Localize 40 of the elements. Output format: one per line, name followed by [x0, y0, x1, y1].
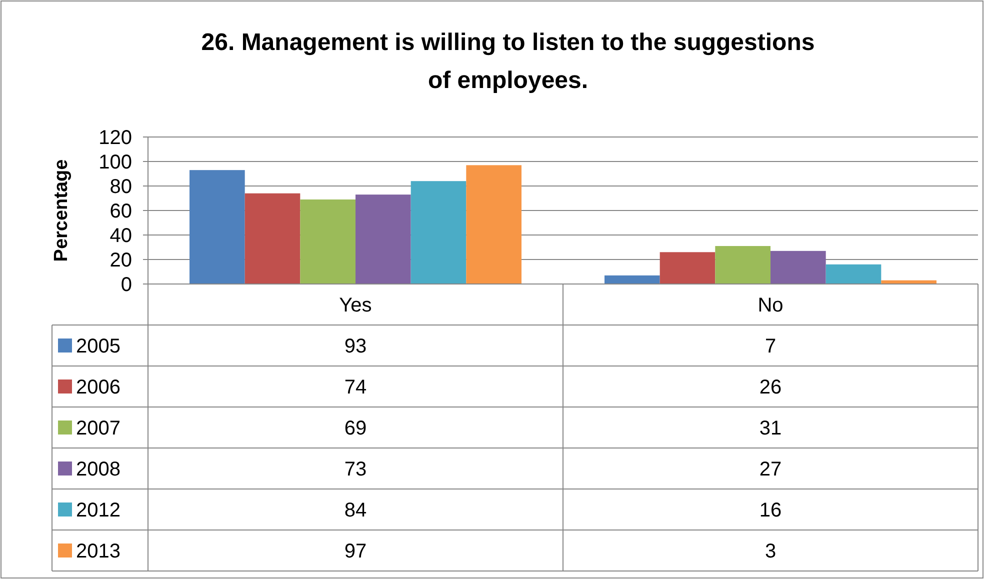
- y-tick-label: 20: [110, 250, 132, 272]
- data-label: 84: [344, 500, 367, 522]
- y-tick-label: 0: [120, 274, 132, 296]
- data-label: 73: [344, 458, 367, 480]
- bar: [466, 165, 522, 284]
- data-label: 26: [759, 376, 782, 398]
- data-label: 93: [344, 336, 367, 358]
- data-label: 74: [344, 376, 367, 398]
- x-tick-label: No: [758, 294, 784, 316]
- y-axis-title: Percentage: [51, 159, 72, 262]
- legend-label: 2006: [76, 376, 120, 398]
- legend-label: 2005: [76, 336, 120, 358]
- bar: [300, 199, 356, 284]
- bar: [660, 252, 716, 284]
- y-tick-label: 100: [98, 152, 132, 174]
- y-tick-label: 80: [110, 176, 132, 198]
- legend-label: 2007: [76, 418, 120, 440]
- bar: [244, 193, 300, 284]
- data-label: 31: [759, 418, 782, 440]
- bar: [770, 250, 826, 284]
- y-tick-label: 40: [110, 225, 132, 247]
- chart-title: 26. Management is willing to listen to the suggestions of employees.: [201, 29, 815, 94]
- bar: [826, 264, 882, 284]
- data-label: 69: [344, 418, 367, 440]
- data-label: 3: [764, 540, 776, 562]
- data-label: 16: [759, 500, 782, 522]
- data-label: 27: [759, 458, 782, 480]
- data-label: 7: [764, 336, 776, 358]
- bar: [604, 275, 660, 284]
- bar: [356, 194, 411, 284]
- y-tick-label: 120: [98, 127, 132, 149]
- bar: [410, 181, 466, 284]
- legend-label: 2012: [76, 500, 120, 522]
- bar: [190, 170, 245, 284]
- data-label: 97: [344, 540, 367, 562]
- bar: [715, 246, 770, 284]
- legend-label: 2013: [76, 540, 120, 562]
- x-tick-label: Yes: [339, 294, 372, 316]
- y-tick-label: 60: [110, 200, 132, 222]
- legend-label: 2008: [76, 458, 120, 480]
